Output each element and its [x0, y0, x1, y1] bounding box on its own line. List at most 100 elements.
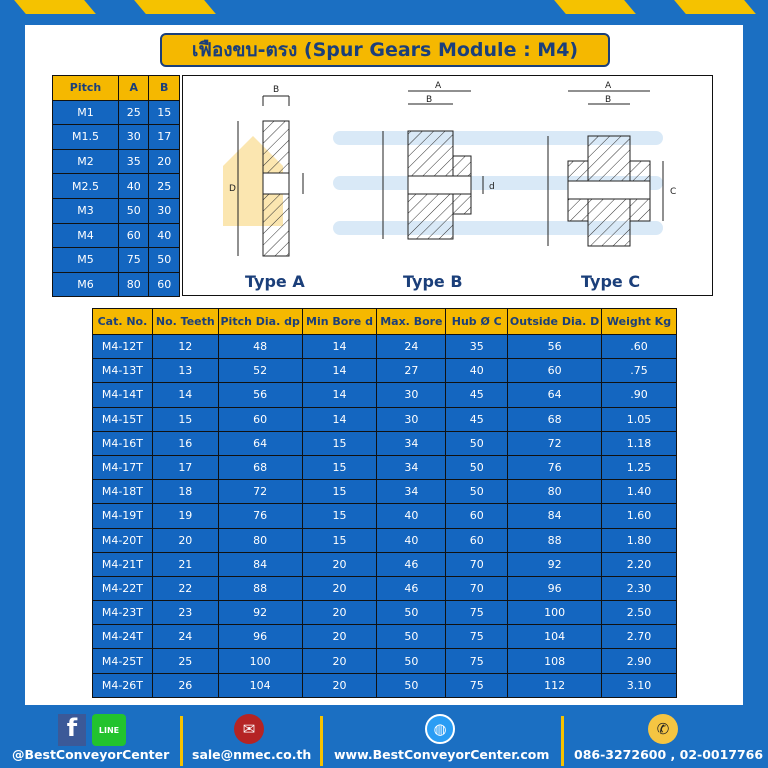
column-header: Outside Dia. D	[507, 308, 603, 335]
table-cell: 30	[376, 382, 447, 408]
label-b: B	[273, 85, 279, 95]
table-cell: 100	[217, 648, 303, 674]
table-row: M4-16T 16 64 15 34 50 72 1.18	[92, 430, 677, 456]
table-cell: 50	[445, 479, 509, 505]
table-cell: 2.20	[601, 551, 677, 577]
table-cell: 13	[151, 358, 219, 384]
table-row: M2 35 20	[52, 148, 180, 175]
table-cell: 15	[151, 406, 219, 432]
decor-stripe	[674, 0, 756, 14]
table-cell: 15	[148, 99, 180, 126]
table-cell: 72	[507, 430, 603, 456]
facebook-icon[interactable]: f	[58, 714, 86, 746]
table-cell: 46	[376, 575, 447, 602]
type-a-drawing	[237, 95, 304, 257]
table-cell: 45	[445, 406, 509, 432]
table-cell: 60	[445, 503, 509, 529]
table-cell: 52	[217, 358, 303, 384]
table-cell: 50	[148, 247, 180, 273]
table-cell: M4-13T	[92, 358, 153, 384]
type-b-drawing	[382, 90, 484, 240]
table-cell: 84	[507, 503, 603, 529]
table-cell: 22	[151, 575, 219, 602]
table-cell: M5	[52, 247, 119, 273]
table-cell: 92	[217, 600, 303, 626]
line-icon[interactable]: LINE	[92, 714, 126, 746]
table-cell: 2.90	[601, 648, 677, 674]
table-cell: 100	[507, 600, 603, 626]
table-cell: 50	[445, 454, 509, 481]
phone-icon: ✆	[648, 714, 678, 744]
table-row: M3 50 30	[52, 197, 180, 224]
label-b: B	[426, 95, 432, 105]
table-cell: 30	[376, 406, 447, 432]
table-cell: 23	[151, 600, 219, 626]
table-row: M4-20T 20 80 15 40 60 88 1.80	[92, 527, 677, 553]
table-cell: 19	[151, 503, 219, 529]
table-cell: 15	[301, 454, 378, 481]
table-cell: 70	[445, 551, 509, 577]
type-a-label: Type A	[245, 272, 305, 291]
column-header: Weight Kg	[601, 308, 677, 335]
website-link[interactable]: www.BestConveyorCenter.com	[334, 747, 550, 762]
globe-icon: ◍	[425, 714, 455, 744]
email-link[interactable]: sale@nmec.co.th	[192, 747, 312, 762]
type-b-label: Type B	[403, 272, 463, 291]
table-cell: 34	[376, 479, 447, 505]
table-cell: 46	[376, 551, 447, 577]
table-cell: 14	[301, 406, 378, 432]
table-row: M4-14T 14 56 14 30 45 64.90	[92, 382, 677, 408]
table-cell: M4-26T	[92, 672, 153, 698]
table-cell: 30	[148, 197, 180, 224]
table-cell: 88	[217, 575, 303, 602]
table-cell: 75	[445, 600, 509, 626]
table-cell: 14	[301, 333, 378, 360]
table-cell: .90	[601, 382, 677, 408]
phone-number[interactable]: 086-3272600 , 02-0017766	[574, 747, 764, 762]
table-cell: M4-23T	[92, 600, 153, 626]
table-cell: 20	[151, 527, 219, 553]
table-cell: 20	[301, 672, 378, 698]
table-row: M4-25T 25 100 20 50 75 108 2.90	[92, 648, 677, 674]
table-cell: 1.18	[601, 430, 677, 456]
table-cell: 56	[217, 382, 303, 408]
table-cell: 60	[117, 222, 150, 249]
table-cell: 2.50	[601, 600, 677, 626]
table-cell: 14	[301, 382, 378, 408]
table-cell: 1.05	[601, 406, 677, 432]
table-cell: 64	[507, 382, 603, 408]
social-handle[interactable]: @BestConveyorCenter	[12, 747, 170, 762]
table-cell: 75	[445, 624, 509, 650]
table-cell: 50	[117, 197, 150, 224]
table-cell: 17	[151, 454, 219, 481]
table-cell: 50	[376, 600, 447, 626]
table-cell: 40	[117, 173, 150, 199]
table-row: M4-12T 12 48 14 24 35 56.60	[92, 333, 677, 360]
table-cell: 50	[376, 672, 447, 698]
column-header: Pitch	[52, 75, 119, 101]
email-icon: ✉	[234, 714, 264, 744]
table-row: M1.5 30 17	[52, 124, 180, 150]
column-header: A	[117, 75, 150, 101]
table-cell: M4	[52, 222, 119, 249]
table-row: M2.5 40 25	[52, 173, 180, 199]
label-b: B	[605, 95, 611, 105]
table-cell: M4-22T	[92, 575, 153, 602]
type-c-drawing	[547, 90, 664, 247]
table-cell: 1.60	[601, 503, 677, 529]
table-cell: 104	[507, 624, 603, 650]
table-cell: M4-20T	[92, 527, 153, 553]
table-cell: 104	[217, 672, 303, 698]
table-cell: 14	[301, 358, 378, 384]
type-c-label: Type C	[581, 272, 641, 291]
table-cell: 27	[376, 358, 447, 384]
table-cell: 20	[301, 600, 378, 626]
table-cell: 45	[445, 382, 509, 408]
table-row: M4-13T 13 52 14 27 40 60.75	[92, 358, 677, 384]
table-cell: 16	[151, 430, 219, 456]
table-cell: 80	[117, 271, 150, 298]
table-cell: 75	[445, 672, 509, 698]
table-cell: 60	[217, 406, 303, 432]
table-row: M4-19T 19 76 15 40 60 84 1.60	[92, 503, 677, 529]
